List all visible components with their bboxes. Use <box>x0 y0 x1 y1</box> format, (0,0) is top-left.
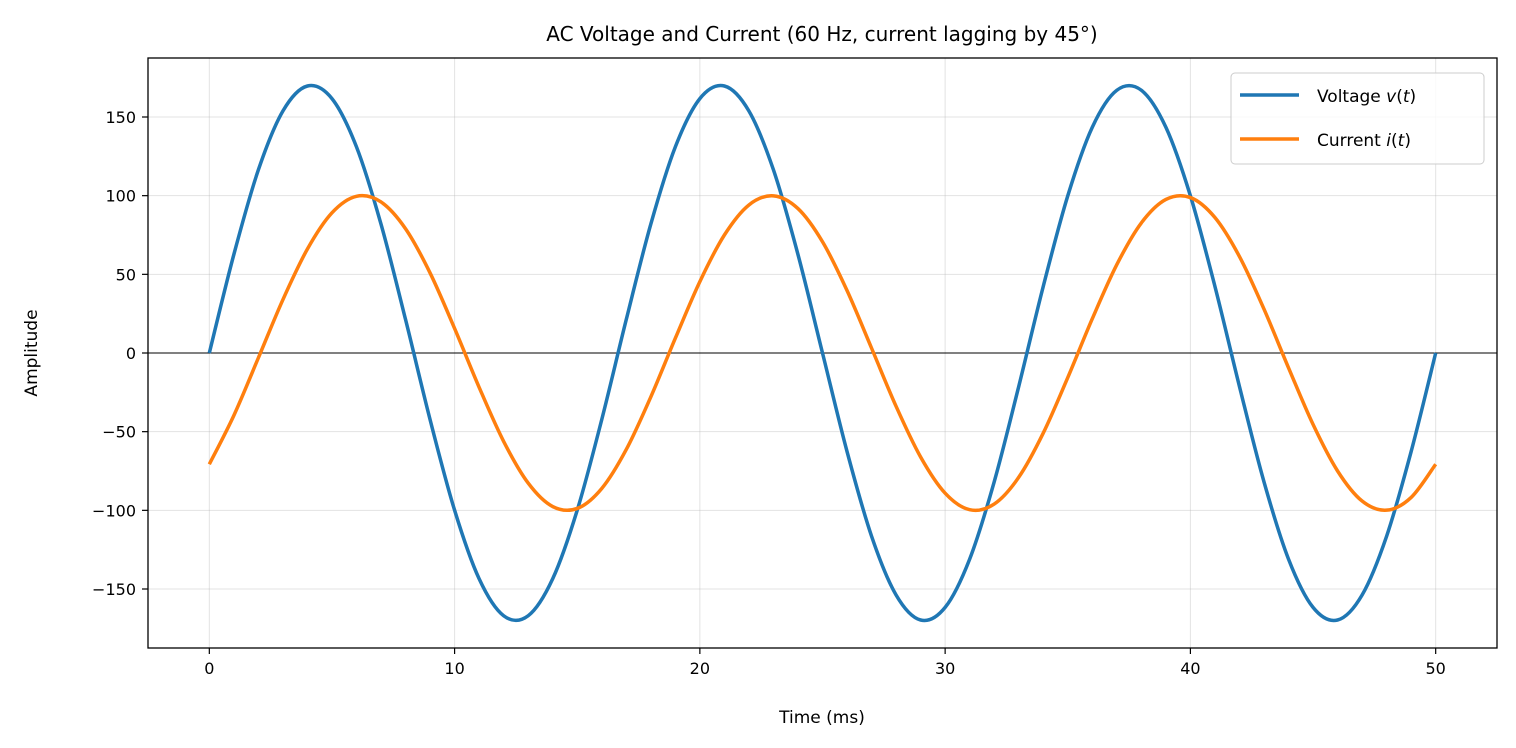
x-tick-label: 20 <box>690 659 710 678</box>
current-series-line <box>207 193 1438 513</box>
y-tick-label: −100 <box>92 501 136 520</box>
ticks: 0 10 20 30 40 50 −150 −100 −50 0 50 100 150 <box>92 108 1446 678</box>
y-axis-label: Amplitude <box>22 309 42 396</box>
y-tick-label: 100 <box>105 187 136 206</box>
chart-title: AC Voltage and Current (60 Hz, current l… <box>546 22 1097 46</box>
y-tick-label: −50 <box>102 423 136 442</box>
voltage-series-line <box>207 83 1438 623</box>
y-tick-label: −150 <box>92 580 136 599</box>
legend-voltage-label: Voltage v(t) <box>1317 87 1416 107</box>
x-tick-label: 50 <box>1426 659 1446 678</box>
x-axis-label: Time (ms) <box>778 708 865 728</box>
y-tick-label: 0 <box>126 344 136 363</box>
y-tick-label: 50 <box>116 265 136 284</box>
x-tick-label: 10 <box>444 659 464 678</box>
x-tick-label: 0 <box>204 659 214 678</box>
x-tick-label: 40 <box>1180 659 1200 678</box>
y-tick-label: 150 <box>105 108 136 127</box>
legend: Voltage v(t) Current i(t) <box>1230 72 1485 165</box>
series-group <box>207 83 1438 623</box>
legend-current-label: Current i(t) <box>1317 131 1411 151</box>
x-tick-label: 30 <box>935 659 955 678</box>
